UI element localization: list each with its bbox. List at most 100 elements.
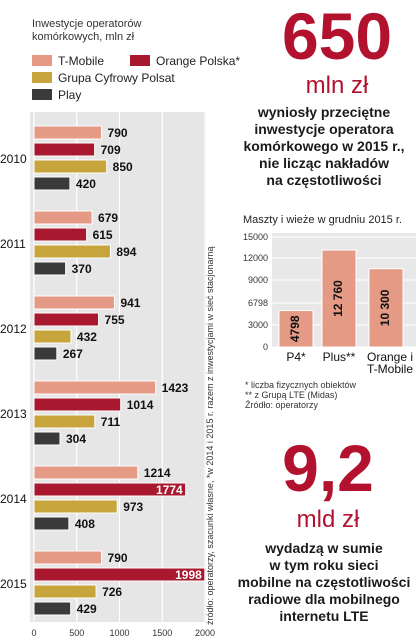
source-note: źródło: operatorzy, szacunki własne, *w …	[205, 246, 215, 625]
highlight-650-unit: mln zł	[305, 72, 369, 99]
legend-swatch	[130, 55, 150, 66]
bar	[33, 261, 67, 276]
masts-chart-title: Maszty i wieże w grudniu 2015 r.	[243, 214, 402, 226]
highlight-650-line: wyniosły przeciętne	[257, 104, 391, 120]
data-label: 432	[77, 330, 97, 344]
footnote-1: * liczba fizycznych obiektów	[245, 380, 357, 390]
x-tick-label: 1000	[109, 628, 129, 638]
legend-swatch	[32, 55, 52, 66]
masts-bar	[368, 268, 404, 348]
legend-swatch	[32, 72, 52, 83]
highlight-650-text: wyniosły przeciętne inwestycje operatora…	[232, 104, 416, 189]
data-label: 850	[113, 160, 133, 174]
footnote-source: Źródło: operatorzy	[245, 400, 319, 410]
highlight-9-2-line: radiowe dla mobilnego	[248, 591, 400, 607]
data-label: 267	[63, 347, 83, 361]
data-label: 1774	[156, 483, 183, 497]
masts-bar	[278, 310, 314, 348]
category-label: 2011	[0, 237, 26, 251]
masts-category-label: Plus**	[323, 350, 356, 364]
bar	[33, 346, 58, 361]
masts-data-label: 10 300	[378, 289, 392, 326]
bar	[33, 414, 96, 429]
bar	[33, 567, 206, 582]
data-label: 1014	[127, 398, 154, 412]
legend-label: T-Mobile	[58, 54, 104, 68]
masts-y-tick-label: 3000	[248, 320, 268, 330]
data-label: 304	[66, 432, 86, 446]
category-label: 2013	[0, 407, 27, 421]
masts-bar	[321, 249, 357, 348]
footnote-2: ** z Grupą LTE (Midas)	[245, 390, 338, 400]
data-label: 420	[76, 177, 96, 191]
highlight-9-2-number: 9,2	[282, 431, 374, 505]
masts-y-tick-label: 0	[263, 342, 268, 352]
category-label: 2012	[0, 322, 27, 336]
bar	[33, 142, 96, 157]
data-label: 790	[108, 126, 128, 140]
bar	[33, 329, 72, 344]
data-label: 709	[101, 143, 121, 157]
legend-label: Orange Polska*	[156, 54, 240, 68]
chart-title-line2: komórkowych, mln zł	[32, 31, 135, 43]
data-label: 973	[123, 500, 143, 514]
bar	[33, 227, 88, 242]
bar	[33, 176, 71, 191]
bar	[33, 125, 103, 140]
x-tick-label: 500	[69, 628, 84, 638]
bar	[33, 601, 72, 616]
highlight-9-2-line: w tym roku sieci	[269, 557, 379, 573]
data-label: 615	[93, 228, 113, 242]
footnotes: * liczba fizycznych obiektów ** z Grupą …	[245, 380, 415, 410]
masts-y-tick-label: 15000	[243, 232, 268, 242]
bar	[33, 584, 97, 599]
data-label: 941	[120, 296, 140, 310]
data-label: 679	[98, 211, 118, 225]
x-tick-label: 2000	[195, 628, 215, 638]
bar	[33, 397, 122, 412]
data-label: 711	[101, 415, 121, 429]
data-label: 1423	[162, 381, 189, 395]
masts-data-label: 4798	[288, 315, 302, 342]
masts-data-label: 12 760	[331, 280, 345, 317]
data-label: 1214	[144, 466, 171, 480]
bar	[33, 431, 61, 446]
data-label: 790	[108, 551, 128, 565]
highlight-650-line: nie licząc nakładów	[259, 155, 389, 171]
bar	[33, 465, 139, 480]
data-label: 894	[116, 245, 136, 259]
bar	[33, 516, 70, 531]
masts-category-label: Orange i T-Mobile	[367, 350, 413, 376]
bar	[33, 159, 108, 174]
bar	[33, 312, 100, 327]
highlight-650-line: komórkowego w 2015 r.,	[243, 138, 405, 154]
category-label: 2014	[0, 492, 27, 506]
highlight-650-line: inwestycje operatora	[254, 121, 394, 137]
legend-label: Play	[58, 88, 81, 102]
bar	[33, 380, 157, 395]
highlight-650-number: 650	[281, 0, 393, 73]
highlight-9-2-line: mobilne na częstotliwości	[237, 574, 411, 590]
bar	[33, 295, 115, 310]
bar	[33, 550, 103, 565]
data-label: 726	[102, 585, 122, 599]
masts-y-tick-label: 9000	[248, 275, 268, 285]
highlight-9-2-line: internetu LTE	[279, 608, 369, 624]
bar	[33, 499, 118, 514]
category-label: 2010	[0, 152, 27, 166]
masts-y-tick-label: 6798	[248, 298, 268, 308]
data-label: 755	[105, 313, 125, 327]
legend: T-Mobile Orange Polska* Grupa Cyfrowy Pols…	[32, 54, 240, 102]
highlight-9-2-text: wydadzą w sumie w tym roku sieci mobilne…	[232, 540, 416, 625]
x-tick-label: 1500	[152, 628, 172, 638]
x-axis: 0 500 1000 1500 2000	[31, 628, 215, 638]
masts-category-label: P4*	[286, 350, 306, 364]
gridlines	[33, 112, 206, 622]
highlight-9-2-line: wydadzą w sumie	[265, 540, 383, 556]
legend-swatch	[32, 89, 52, 100]
plot-background	[30, 112, 206, 622]
highlight-650-line: na częstotliwości	[266, 172, 382, 188]
bar	[33, 244, 111, 259]
data-label: 429	[77, 602, 97, 616]
masts-y-tick-label: 12000	[243, 253, 268, 263]
